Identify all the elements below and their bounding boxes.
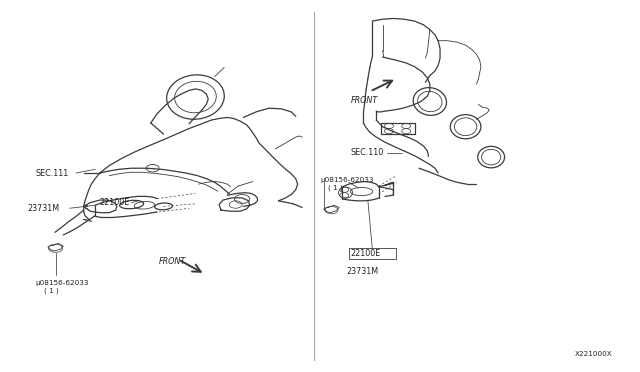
Text: ( 1 ): ( 1 ) bbox=[328, 185, 342, 191]
Text: 22100E: 22100E bbox=[351, 249, 381, 258]
Text: SEC.110: SEC.110 bbox=[351, 148, 384, 157]
Text: 23731M: 23731M bbox=[347, 267, 379, 276]
Text: µ08156-62033: µ08156-62033 bbox=[320, 177, 374, 183]
Text: ( 1 ): ( 1 ) bbox=[44, 287, 59, 294]
Text: FRONT: FRONT bbox=[159, 257, 186, 266]
Text: 22100E: 22100E bbox=[100, 198, 130, 207]
Text: X221000X: X221000X bbox=[575, 350, 612, 356]
Text: SEC.111: SEC.111 bbox=[36, 169, 69, 177]
Text: µ08156-62033: µ08156-62033 bbox=[36, 280, 90, 286]
Text: 23731M: 23731M bbox=[28, 204, 60, 213]
Text: FRONT: FRONT bbox=[351, 96, 378, 105]
